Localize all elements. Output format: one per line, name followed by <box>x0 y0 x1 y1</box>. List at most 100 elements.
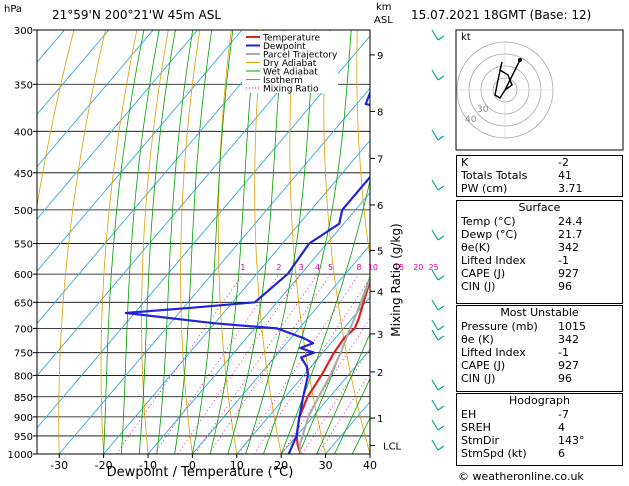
most-unstable-label: Pressure (mb) <box>461 320 538 333</box>
surface-label: CAPE (J) <box>461 267 506 280</box>
mixing-ratio-label: 1 <box>240 263 245 272</box>
mixing-ratio-line <box>115 273 244 454</box>
km-tick-label: LCL <box>383 441 402 452</box>
wind-barb <box>431 419 439 431</box>
surface-label: θe(K) <box>461 241 491 254</box>
km-tick-label: 8 <box>377 107 383 118</box>
wind-barb-flag <box>437 405 445 411</box>
km-label: km <box>376 2 392 13</box>
hodograph-value: 143° <box>558 434 585 447</box>
pressure-tick-label: 900 <box>14 413 33 424</box>
km-tick-label: 2 <box>377 368 383 379</box>
temperature-tick-label: 0 <box>189 459 196 472</box>
wind-barb <box>431 399 439 411</box>
surface-row: θe(K) 342 <box>457 241 622 254</box>
wind-barb <box>431 69 439 81</box>
indices-value: 3.71 <box>558 182 583 195</box>
wet-adiabat-line <box>263 30 352 454</box>
mixing-ratio-label: 25 <box>428 263 438 272</box>
surface-value: 927 <box>558 267 579 280</box>
surface-label: Lifted Index <box>461 254 526 267</box>
wind-barb-flag <box>437 325 445 331</box>
legend-entry: Temperature <box>262 34 320 44</box>
indices-label: K <box>461 156 469 169</box>
temperature-tick-label: 20 <box>274 459 288 472</box>
mixing-ratio-label: 15 <box>394 263 404 272</box>
surface-row: Lifted Index -1 <box>457 254 622 267</box>
x-axis-label: Dewpoint / Temperature (°C) <box>107 465 294 480</box>
hodograph-value: 4 <box>558 421 565 434</box>
series-parcel-trajectory <box>298 276 370 454</box>
most-unstable-value: 96 <box>558 372 572 385</box>
wind-barb <box>431 29 439 41</box>
mixing-ratio-line <box>318 372 370 454</box>
wind-barb-flag <box>437 275 445 281</box>
wet-adiabat-line <box>174 30 213 454</box>
isotherm-line <box>37 30 198 220</box>
profile-series <box>124 90 370 454</box>
pressure-tick-label: 850 <box>14 393 33 404</box>
surface-row: CAPE (J) 927 <box>457 267 622 280</box>
surface-title: Surface <box>518 201 561 214</box>
most-unstable-label: CAPE (J) <box>461 359 506 372</box>
surface-label: Temp (°C) <box>461 215 516 228</box>
wind-barbs <box>431 29 445 451</box>
most-unstable-label: θe (K) <box>461 333 494 346</box>
pressure-tick-label: 950 <box>14 432 33 443</box>
most-unstable-row: CAPE (J) 927 <box>457 359 622 372</box>
temperature-tick-label: 30 <box>319 459 333 472</box>
wet-adiabat-line <box>316 332 370 454</box>
hodograph-storm-point <box>518 58 522 62</box>
legend-entry: Dewpoint <box>263 42 306 52</box>
most-unstable-box: Most Unstable Pressure (mb) 1015 θe (K) 342… <box>456 305 623 392</box>
wet-adiabat-line <box>227 30 284 454</box>
wet-adiabat-line <box>103 30 145 454</box>
hodograph-label: StmSpd (kt) <box>461 447 527 460</box>
series-dewpoint <box>124 90 370 454</box>
indices-box: K -2 Totals Totals 41 PW (cm) 3.71 <box>456 155 623 197</box>
surface-value: 21.7 <box>558 228 583 241</box>
dry-adiabat-line <box>356 30 370 261</box>
dry-adiabat-line <box>289 30 326 454</box>
most-unstable-title: Most Unstable <box>500 306 579 319</box>
isotherm-line <box>192 244 370 454</box>
dry-adiabat-line <box>100 30 138 454</box>
most-unstable-row: CIN (J) 96 <box>457 372 622 385</box>
hodograph-value: -7 <box>558 408 569 421</box>
isotherm-line <box>147 192 370 454</box>
km-tick-label: 3 <box>377 330 383 341</box>
isotherm-line <box>58 87 370 454</box>
mixing-ratio-line <box>208 273 331 454</box>
km-tick-label: 4 <box>377 287 383 298</box>
pressure-tick-label: 350 <box>14 80 33 91</box>
mixing-ratio-label: 10 <box>368 263 378 272</box>
mixing-ratio-axis-label: Mixing Ratio (g/kg) <box>389 223 403 336</box>
wind-barb-flag <box>437 75 445 81</box>
wind-barb-flag <box>437 305 445 311</box>
isotherm-line <box>37 30 154 168</box>
wind-barb-flag <box>437 135 445 141</box>
dry-adiabat-line <box>323 30 370 454</box>
hodograph-title: Hodograph <box>509 394 570 407</box>
pressure-tick-label: 550 <box>14 239 33 250</box>
surface-label: CIN (J) <box>461 280 496 293</box>
indices-value: -2 <box>558 156 569 169</box>
wet-adiabat-line <box>156 30 194 454</box>
wind-barb <box>431 439 439 451</box>
most-unstable-value: 1015 <box>558 320 586 333</box>
most-unstable-value: -1 <box>558 346 569 359</box>
surface-row: Temp (°C) 24.4 <box>457 215 622 228</box>
wet-adiabat-line <box>121 30 160 454</box>
wind-barb <box>431 269 439 281</box>
legend-entry: Mixing Ratio <box>263 85 319 95</box>
surface-value: -1 <box>558 254 569 267</box>
pressure-tick-label: 500 <box>14 206 33 217</box>
axes: 3003504004505005506006507007508008509009… <box>8 26 439 472</box>
mixing-ratio-line <box>194 273 318 454</box>
datetime-title: 15.07.2021 18GMT (Base: 12) <box>411 8 592 22</box>
isotherm-line <box>280 348 370 454</box>
dry-adiabat-line <box>58 30 106 454</box>
km-tick-label: 9 <box>377 51 383 62</box>
isotherm-line <box>37 30 110 116</box>
